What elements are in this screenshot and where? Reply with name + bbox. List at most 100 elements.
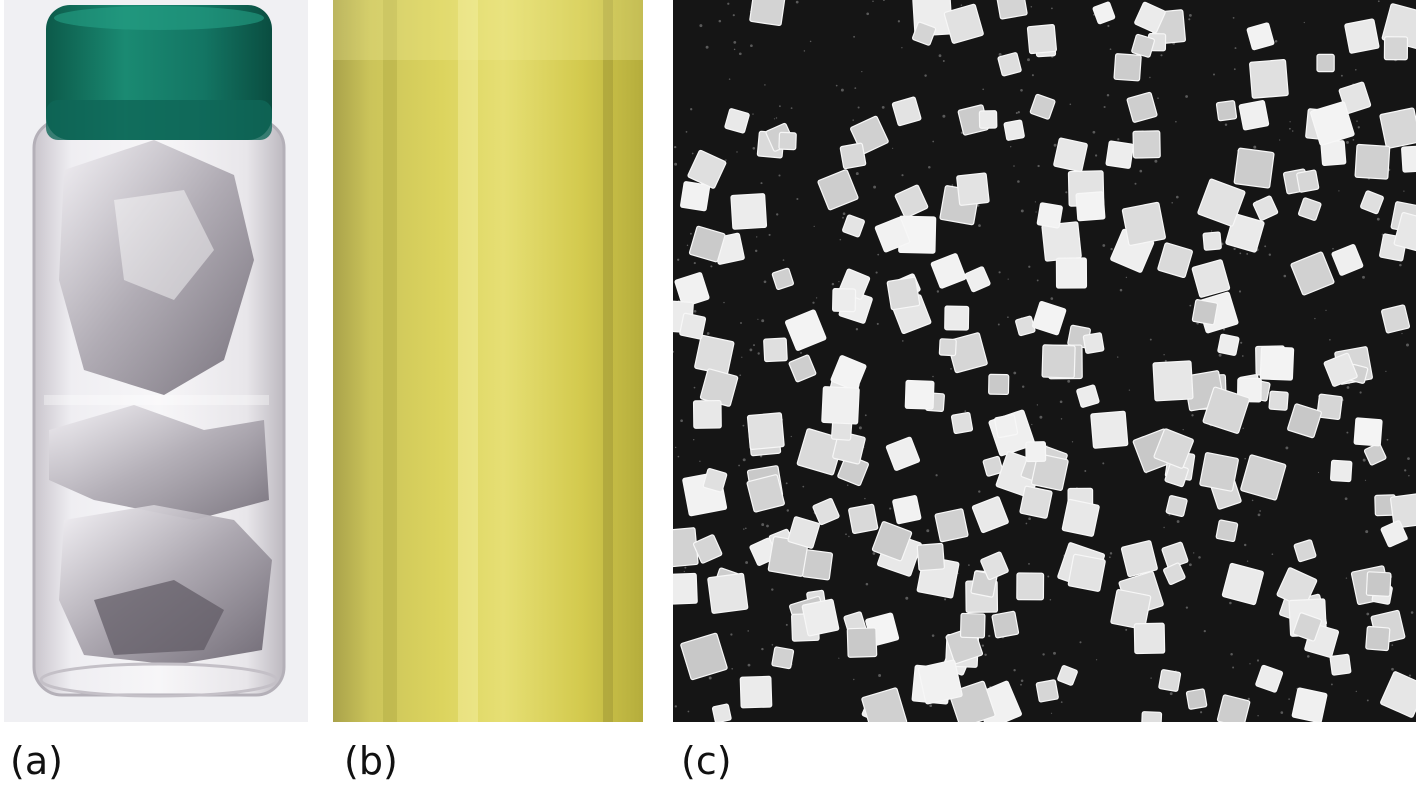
crystal-cube [787, 516, 820, 549]
crystal-cube [956, 172, 990, 206]
crystal-cube [874, 216, 911, 253]
crystal-cube [1252, 195, 1279, 221]
crystal-cube [938, 338, 957, 357]
crystal-cube [830, 355, 867, 392]
crystal-cube [1061, 498, 1100, 537]
crystal-cube [1199, 452, 1239, 492]
crystal-cube [687, 149, 727, 189]
crystal-cube [1290, 251, 1335, 296]
crystal-cube [894, 184, 929, 219]
crystal-cube [848, 503, 879, 534]
crystal-cube [1041, 221, 1082, 262]
crystal-cube [680, 181, 711, 212]
crystal-cube [846, 627, 878, 658]
crystal-cube [1185, 688, 1208, 710]
crystal-cube [1132, 130, 1161, 159]
crystal-cube [1259, 346, 1295, 381]
crystal-cube [1121, 201, 1166, 246]
crystal-cube [885, 436, 921, 471]
crystal-cube [711, 703, 732, 722]
crystal-cube [842, 214, 865, 238]
crystal-cube [978, 110, 998, 129]
crystal-cube [724, 108, 750, 134]
crystal-cube [730, 193, 768, 230]
crystal-cube [1113, 53, 1142, 82]
crystal-cube [1380, 671, 1416, 718]
crystal-cube [980, 551, 1009, 581]
crystal-cube [1202, 386, 1250, 434]
crystal-cube [959, 612, 986, 639]
crystal-cube [1354, 143, 1391, 180]
crystal-cube [1323, 352, 1358, 387]
crystal-cube [688, 225, 726, 263]
crystal-cube [746, 474, 785, 513]
crystal-cube [1383, 36, 1409, 61]
crystal-cube [995, 0, 1028, 20]
crystal-cube [1365, 625, 1391, 652]
crystal-cube [1298, 197, 1322, 221]
crystal-cube [1363, 442, 1387, 466]
crystal-cube [1057, 665, 1078, 686]
crystal-cube [1291, 687, 1328, 722]
crystal-cube [1157, 242, 1193, 279]
crystal-cube [1075, 191, 1106, 222]
crystal-cube [1126, 91, 1158, 123]
crystal-cube [1152, 360, 1194, 402]
crystal-cube [1031, 300, 1067, 336]
crystal-cube [1310, 101, 1355, 146]
crystal-cube [1225, 213, 1265, 253]
crystal-cube [971, 496, 1009, 534]
crystal-cube [694, 334, 735, 376]
panel-a-label: (a) [10, 739, 63, 783]
crystal-cube [817, 169, 859, 211]
crystal-cube [1330, 459, 1353, 483]
panel-c-photo [673, 0, 1416, 722]
crystal-cube [1191, 259, 1231, 298]
crystal-cube [1293, 539, 1317, 563]
crystal-cube [1105, 140, 1134, 169]
crystal-cube [1197, 178, 1246, 227]
crystal-cube [1216, 694, 1251, 722]
crystal-cube [943, 3, 984, 44]
crystal-cube [988, 373, 1010, 396]
crystal-cube [964, 266, 991, 293]
crystal-cube [1016, 572, 1045, 601]
crystal-cube [1165, 495, 1188, 518]
crystal-cube [692, 534, 723, 564]
crystal-cube [1140, 711, 1163, 722]
crystal-cube [1053, 137, 1088, 173]
crystal-cube [784, 309, 827, 351]
crystal-cube [1067, 553, 1106, 592]
crystal-cube [1215, 100, 1238, 122]
crystal-cube [994, 414, 1019, 439]
crystal-cube [1329, 653, 1352, 676]
crystal-cube [1249, 59, 1289, 99]
crystal-cube [1110, 589, 1152, 630]
crystal-cube [1131, 33, 1156, 58]
crystal-cube [917, 659, 963, 705]
crystal-cube [1379, 107, 1416, 149]
crystal-cube [1360, 190, 1384, 215]
crystal-cube [771, 646, 795, 670]
crystal-cube [1003, 119, 1025, 141]
crystal-cube [1381, 304, 1411, 334]
crystal-cube [673, 572, 698, 605]
panel-a-photo [4, 0, 308, 722]
crystal-cube [892, 495, 922, 525]
crystal-cube [1233, 147, 1275, 189]
crystal-cube [1217, 333, 1240, 356]
crystal-cube [1316, 393, 1343, 421]
crystal-cube [1292, 612, 1322, 642]
crystal-cube [916, 542, 945, 572]
crystal-cube [1035, 679, 1059, 703]
panel-c-label: (c) [681, 739, 732, 783]
crystal-cube [861, 687, 908, 722]
crystal-cube [680, 632, 728, 681]
cubic-crystals-icon [673, 0, 1416, 722]
crystal-cube [1344, 18, 1380, 54]
crystal-cube [707, 572, 749, 614]
crystal-cube [871, 521, 913, 562]
panel-b-label: (b) [344, 739, 398, 783]
crystal-cube [1158, 669, 1182, 692]
crystal-cube [1215, 519, 1239, 543]
